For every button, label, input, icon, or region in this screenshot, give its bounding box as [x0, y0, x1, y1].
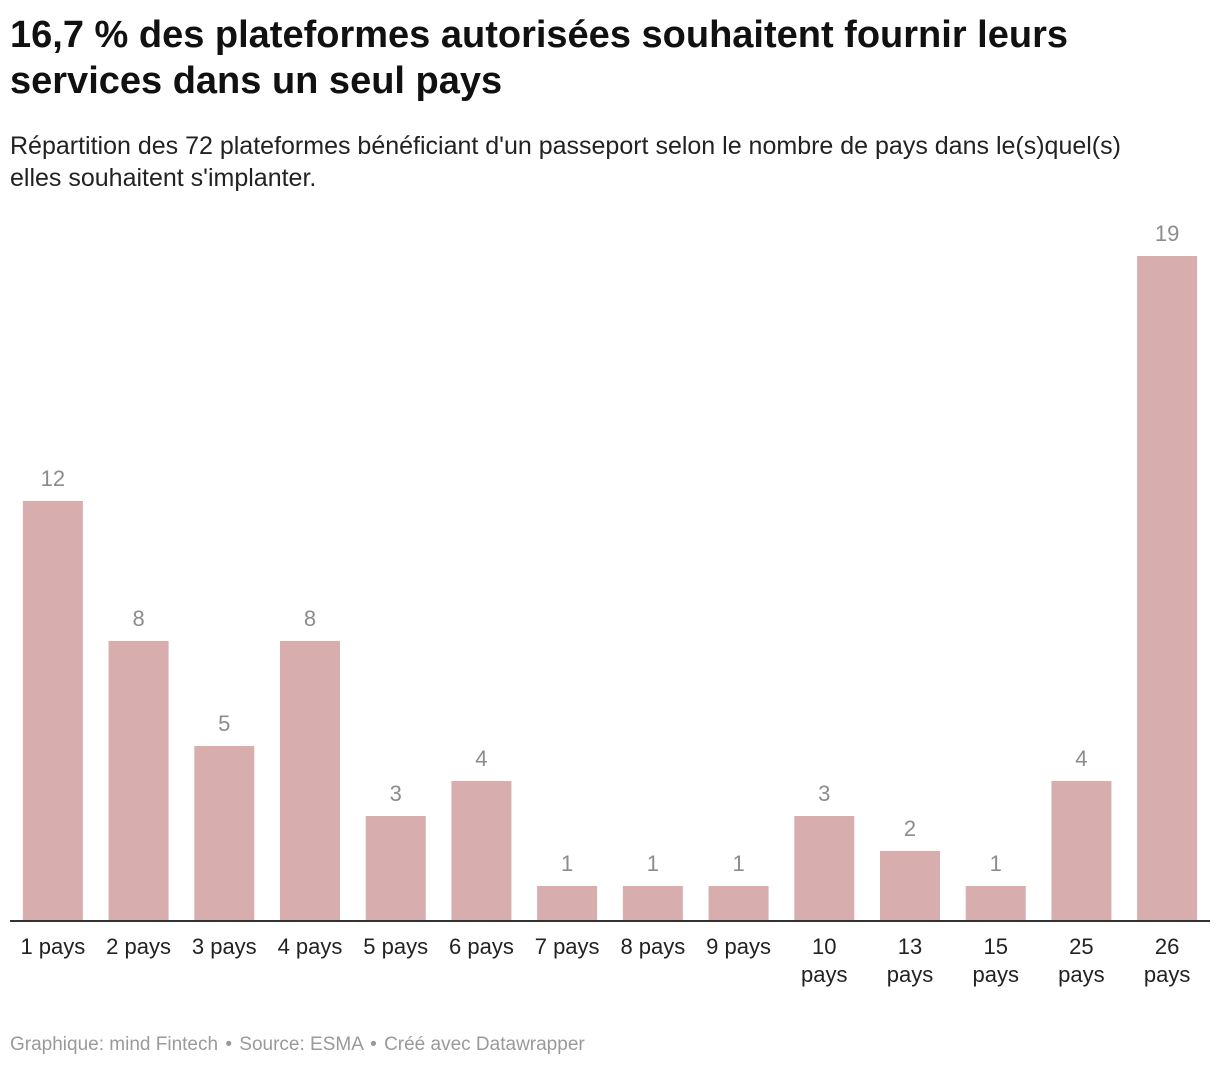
x-tick-label-line: 1 pays — [20, 934, 85, 959]
x-tick-label: 15 pays — [972, 934, 1018, 987]
x-tick-label-line: 3 pays — [192, 934, 257, 959]
x-tick-label: 1 pays — [20, 934, 85, 959]
x-tick-label-line: pays — [1058, 962, 1104, 987]
x-tick-label-line: 8 pays — [620, 934, 685, 959]
bar — [708, 886, 769, 921]
bar-value-label: 8 — [304, 606, 316, 631]
bar — [22, 501, 83, 921]
bar — [794, 816, 855, 921]
x-tick-labels-group: 1 pays 2 pays 3 pays 4 pays 5 pays 6 pays 7 pa… — [20, 934, 1190, 987]
bar — [365, 816, 426, 921]
x-tick-label: 7 pays — [535, 934, 600, 959]
bar — [622, 886, 683, 921]
chart-subtitle: Répartition des 72 plateformes bénéficia… — [10, 132, 1121, 192]
x-tick-label: 5 pays — [363, 934, 428, 959]
bar-value-label: 3 — [390, 781, 402, 806]
bar — [280, 641, 340, 921]
x-tick-label: 8 pays — [620, 934, 685, 959]
x-tick-label-line: 2 pays — [106, 934, 171, 959]
x-tick-label-line: 13 — [898, 934, 922, 959]
x-tick-label-line: 9 pays — [706, 934, 771, 959]
x-tick-label-line: 4 pays — [278, 934, 343, 959]
x-tick-label-line: pays — [801, 962, 847, 987]
footer-credit: Graphique: mind Fintech — [10, 1034, 219, 1055]
bar-value-label: 4 — [1075, 746, 1087, 771]
chart-footer: Graphique: mind Fintech • Source: ESMA •… — [10, 1034, 585, 1056]
footer-tool: Créé avec Datawrapper — [384, 1034, 585, 1055]
bar-value-label: 19 — [1155, 221, 1179, 246]
bar-value-label: 4 — [475, 746, 487, 771]
x-tick-label-line: pays — [887, 962, 933, 987]
bar-value-label: 1 — [647, 851, 659, 876]
bar — [108, 641, 169, 921]
bar-value-label: 12 — [41, 466, 65, 491]
bar — [1051, 781, 1112, 921]
bar-value-label: 8 — [132, 606, 144, 631]
bar-value-label: 1 — [732, 851, 744, 876]
chart-title: 16,7 % des plateformes autorisées souhai… — [10, 14, 1068, 102]
x-tick-label-line: pays — [1144, 962, 1190, 987]
bar — [880, 851, 940, 921]
footer-source: Source: ESMA — [239, 1034, 363, 1055]
footer-separator: • — [370, 1034, 377, 1055]
x-tick-label: 26 pays — [1144, 934, 1190, 987]
bar — [451, 781, 512, 921]
bar-value-label: 1 — [561, 851, 573, 876]
x-tick-label-line: 7 pays — [535, 934, 600, 959]
bar-value-label: 2 — [904, 816, 916, 841]
bars-group — [22, 256, 1198, 921]
footer-separator: • — [225, 1034, 232, 1055]
value-labels-group: 12 8 5 8 3 4 1 1 1 3 2 1 4 19 — [41, 221, 1180, 876]
x-tick-label-line: 6 pays — [449, 934, 514, 959]
x-tick-label: 13 pays — [887, 934, 933, 987]
x-tick-label-line: pays — [972, 962, 1018, 987]
x-tick-label-line: 25 — [1069, 934, 1093, 959]
x-tick-label: 9 pays — [706, 934, 771, 959]
x-tick-label-line: 15 — [983, 934, 1007, 959]
bar-value-label: 3 — [818, 781, 830, 806]
x-tick-label: 3 pays — [192, 934, 257, 959]
x-tick-label: 4 pays — [278, 934, 343, 959]
x-tick-label: 25 pays — [1058, 934, 1104, 987]
bar — [965, 886, 1026, 921]
bar-value-label: 5 — [218, 711, 230, 736]
x-tick-label: 2 pays — [106, 934, 171, 959]
bar — [537, 886, 598, 921]
bar — [1137, 256, 1198, 921]
x-tick-label-line: 26 — [1155, 934, 1179, 959]
x-tick-label: 10 pays — [801, 934, 847, 987]
bar-value-label: 1 — [990, 851, 1002, 876]
bar — [194, 746, 255, 921]
x-tick-label: 6 pays — [449, 934, 514, 959]
x-tick-label-line: 10 — [812, 934, 836, 959]
x-tick-label-line: 5 pays — [363, 934, 428, 959]
